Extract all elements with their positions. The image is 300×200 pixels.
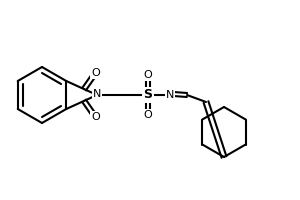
Text: N: N bbox=[166, 90, 174, 100]
Text: O: O bbox=[144, 70, 152, 80]
Text: S: S bbox=[143, 88, 152, 102]
Text: O: O bbox=[144, 110, 152, 120]
Text: N: N bbox=[93, 89, 101, 99]
Text: O: O bbox=[91, 112, 100, 122]
Text: O: O bbox=[91, 68, 100, 78]
